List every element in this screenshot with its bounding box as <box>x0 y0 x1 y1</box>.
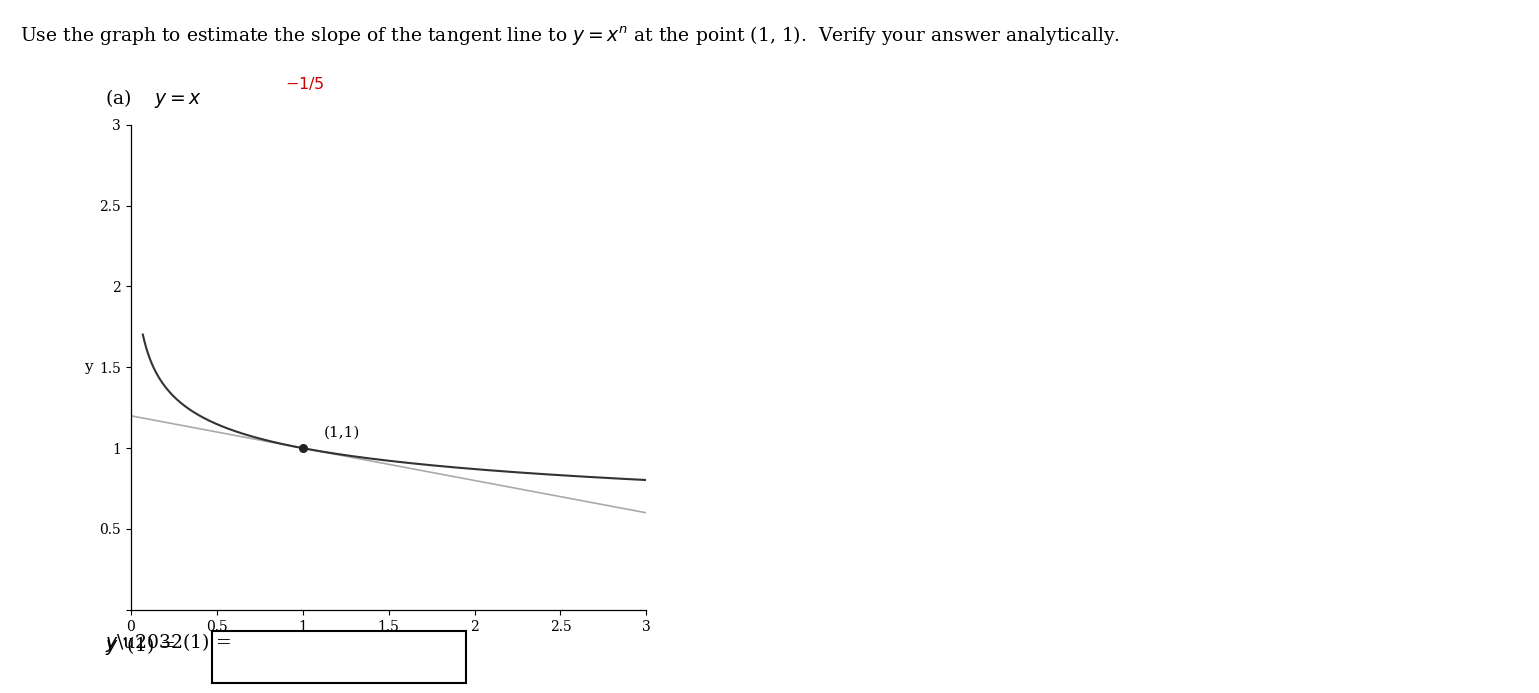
Text: $y$\u2032(1) =: $y$\u2032(1) = <box>105 631 231 653</box>
Text: (1,1): (1,1) <box>323 426 360 440</box>
Text: Use the graph to estimate the slope of the tangent line to $y = x^n$ at the poin: Use the graph to estimate the slope of t… <box>20 24 1120 48</box>
Text: $y$ ′(1) =: $y$ ′(1) = <box>105 634 175 657</box>
Y-axis label: y: y <box>83 360 92 374</box>
X-axis label: x: x <box>385 635 392 649</box>
Text: $-1/5$: $-1/5$ <box>285 76 325 94</box>
Text: (a)    $y = x$: (a) $y = x$ <box>105 87 202 109</box>
